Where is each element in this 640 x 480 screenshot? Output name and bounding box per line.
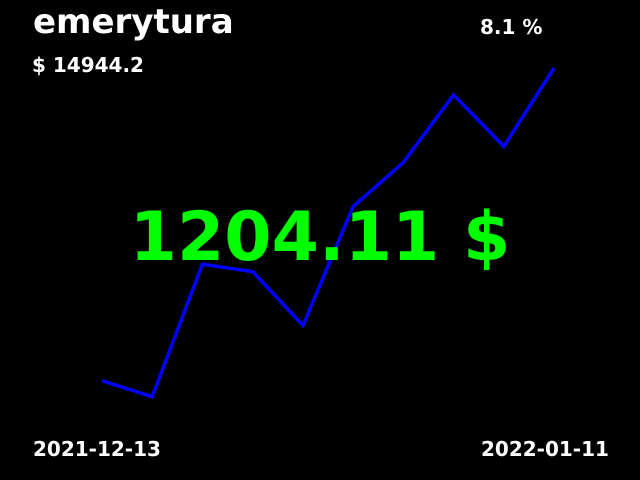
chart-title: emerytura [33,2,234,42]
current-value: 1204.11 $ [129,198,511,277]
end-date: 2022-01-11 [481,437,609,461]
percent-change: 8.1 % [480,15,543,39]
series-layer [101,66,556,399]
total-value: $ 14944.2 [32,53,144,77]
start-date: 2021-12-13 [33,437,161,461]
series-line-0 [101,66,556,399]
